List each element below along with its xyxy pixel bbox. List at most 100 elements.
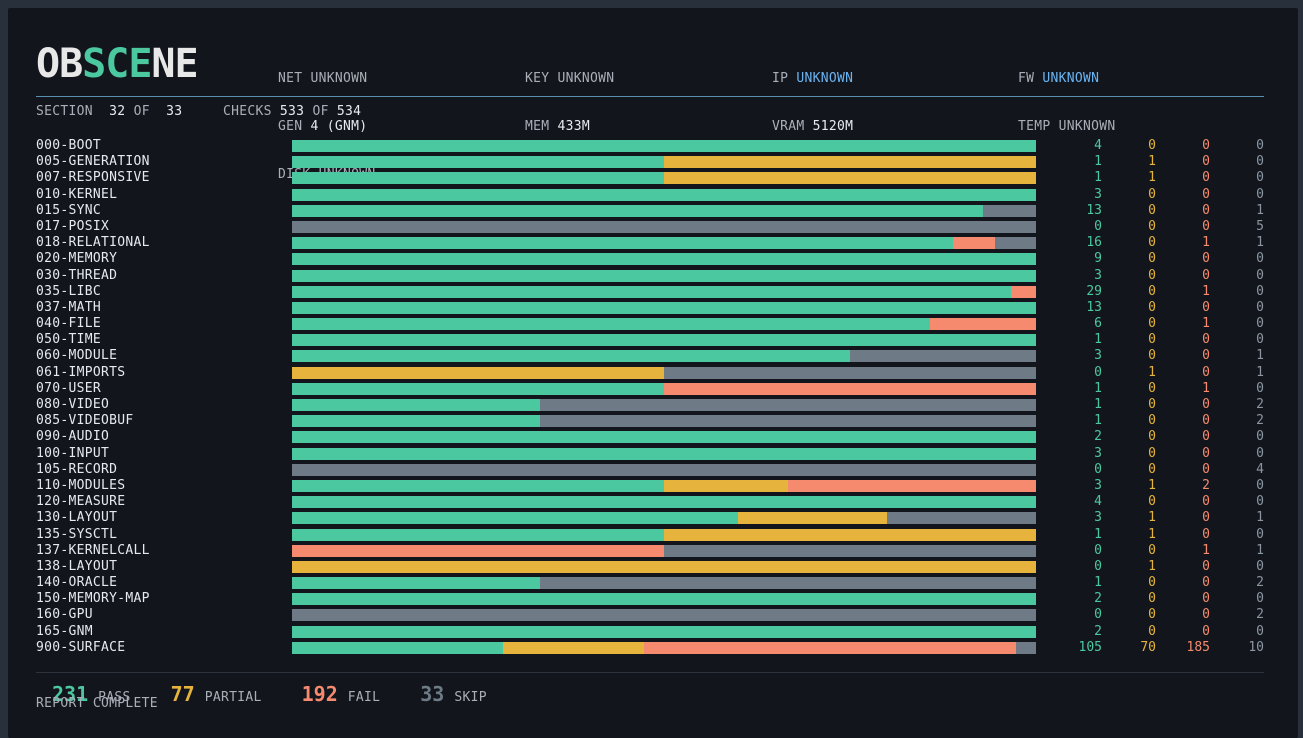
bar-segment-skip: [292, 463, 1036, 476]
count-fail: 0: [1202, 138, 1210, 153]
count-skip: 2: [1256, 413, 1264, 429]
bar-segment-pass: [292, 528, 664, 541]
count-fail: 0: [1202, 607, 1210, 623]
count-partial: 1: [1148, 558, 1156, 574]
count-fail: 0: [1202, 510, 1210, 526]
count-pass: 1: [1094, 170, 1102, 186]
row-label: 090-AUDIO: [36, 429, 110, 445]
result-row: 000-BOOT 4 0 0 0: [36, 138, 1266, 154]
ip-label: IP: [772, 71, 789, 86]
bar-segment-fail: [643, 641, 1016, 654]
bar-segment-skip: [664, 544, 1036, 557]
count-pass: 3: [1094, 348, 1102, 364]
bar-segment-pass: [292, 512, 739, 525]
count-skip: 1: [1256, 235, 1264, 251]
count-partial: 0: [1148, 494, 1156, 510]
result-row: 060-MODULE 3 0 0 1: [36, 348, 1266, 364]
bar-segment-pass: [292, 204, 983, 217]
count-fail: 2: [1202, 477, 1210, 493]
section-label: SECTION: [36, 104, 93, 119]
count-partial: 0: [1148, 445, 1156, 461]
result-row: 015-SYNC 13 0 0 1: [36, 203, 1266, 219]
count-skip: 5: [1256, 218, 1264, 234]
fail-total: 192: [301, 682, 338, 706]
bar-segment-skip: [292, 609, 1036, 622]
count-fail: 0: [1202, 494, 1210, 510]
header-col-2: KEY UNKNOWN MEM 433M: [525, 39, 614, 167]
vram-value: 5120M: [812, 119, 854, 134]
skip-label: SKIP: [454, 690, 487, 705]
result-row: 120-MEASURE 4 0 0 0: [36, 494, 1266, 510]
bar-segment-fail: [953, 237, 995, 250]
bar-segment-partial: [738, 512, 888, 525]
count-skip: 10: [1248, 639, 1264, 655]
count-pass: 0: [1094, 218, 1102, 234]
bar-segment-skip: [1015, 641, 1036, 654]
count-fail: 0: [1202, 267, 1210, 283]
bar-segment-pass: [292, 172, 664, 185]
row-label: 135-SYSCTL: [36, 526, 118, 542]
count-pass: 1: [1094, 380, 1102, 396]
checks-label: CHECKS: [223, 104, 272, 119]
count-fail: 0: [1202, 429, 1210, 445]
bar-segment-partial: [503, 641, 644, 654]
count-partial: 0: [1148, 218, 1156, 234]
count-partial: 0: [1148, 251, 1156, 267]
count-fail: 0: [1202, 526, 1210, 542]
count-skip: 0: [1256, 186, 1264, 202]
result-row: 070-USER 1 0 1 0: [36, 381, 1266, 397]
result-bar: [292, 237, 1036, 250]
result-row: 017-POSIX 0 0 0 5: [36, 219, 1266, 235]
bar-segment-partial: [292, 560, 1036, 573]
result-row: 138-LAYOUT 0 1 0 0: [36, 559, 1266, 575]
bar-segment-partial: [664, 528, 1036, 541]
row-label: 015-SYNC: [36, 202, 102, 218]
result-bar: [292, 447, 1036, 460]
row-label: 900-SURFACE: [36, 639, 126, 655]
result-bar: [292, 528, 1036, 541]
count-skip: 0: [1256, 380, 1264, 396]
bar-segment-pass: [292, 399, 540, 411]
result-bar: [292, 140, 1036, 152]
bar-segment-skip: [664, 366, 1036, 379]
result-row: 100-INPUT 3 0 0 0: [36, 446, 1266, 462]
result-bar: [292, 577, 1036, 590]
count-fail: 0: [1202, 575, 1210, 591]
row-label: 100-INPUT: [36, 445, 110, 461]
row-label: 080-VIDEO: [36, 397, 110, 412]
bar-segment-skip: [540, 399, 1036, 411]
count-pass: 13: [1086, 299, 1102, 315]
bar-segment-skip: [540, 577, 1036, 590]
row-label: 007-RESPONSIVE: [36, 170, 150, 186]
key-label: KEY: [525, 71, 550, 86]
result-row: 037-MATH 13 0 0 0: [36, 300, 1266, 316]
count-fail: 1: [1202, 542, 1210, 558]
row-label: 017-POSIX: [36, 218, 110, 234]
results-list: 000-BOOT 4 0 0 0 005-GENERATION 1 1 0 0 007-RESPON…: [36, 138, 1266, 656]
count-fail: 0: [1202, 558, 1210, 574]
count-partial: 0: [1148, 235, 1156, 251]
logo-part-3: NE: [151, 41, 198, 87]
result-row: 080-VIDEO 1 0 0 2: [36, 397, 1266, 413]
bar-segment-pass: [292, 269, 1036, 282]
count-fail: 0: [1202, 348, 1210, 364]
result-row: 090-AUDIO 2 0 0 0: [36, 429, 1266, 445]
bar-segment-skip: [994, 237, 1036, 250]
temp-value: UNKNOWN: [1058, 119, 1116, 134]
bar-segment-partial: [292, 366, 664, 379]
count-fail: 0: [1202, 170, 1210, 186]
count-pass: 4: [1094, 494, 1102, 510]
summary-bar: 231 PASS 77 PARTIAL 192 FAIL 33 SKIP: [52, 682, 527, 706]
count-skip: 1: [1256, 202, 1264, 218]
checks-total: 534: [336, 104, 362, 119]
result-row: 061-IMPORTS 0 1 0 1: [36, 365, 1266, 381]
row-label: 105-RECORD: [36, 461, 118, 477]
count-partial: 1: [1148, 477, 1156, 493]
bar-segment-fail: [788, 479, 1036, 492]
count-pass: 3: [1094, 186, 1102, 202]
count-pass: 29: [1086, 283, 1102, 299]
count-skip: 2: [1256, 397, 1264, 412]
count-pass: 0: [1094, 364, 1102, 380]
count-skip: 0: [1256, 332, 1264, 348]
count-pass: 2: [1094, 623, 1102, 639]
